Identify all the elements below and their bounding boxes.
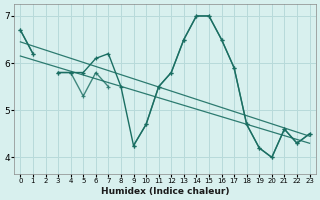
- X-axis label: Humidex (Indice chaleur): Humidex (Indice chaleur): [101, 187, 229, 196]
